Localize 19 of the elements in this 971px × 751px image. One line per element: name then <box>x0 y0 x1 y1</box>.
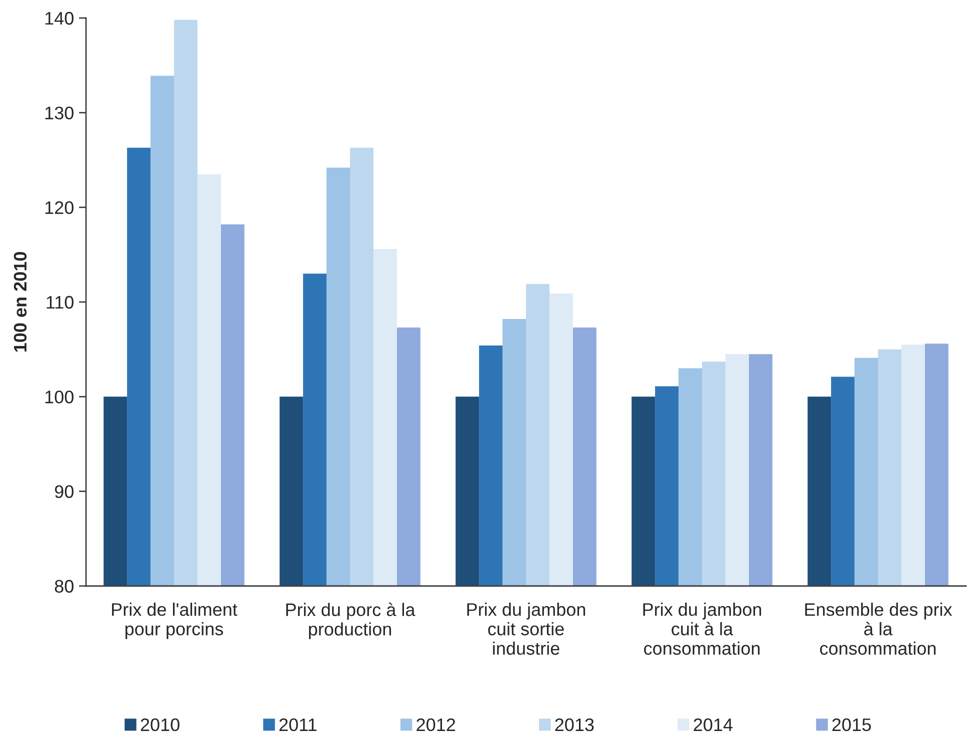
legend-label: 2010 <box>140 718 180 732</box>
y-tick-label: 110 <box>46 296 74 309</box>
legend-label: 2014 <box>694 718 733 732</box>
x-tick-label: Ensemble des prix à la consommation <box>805 602 952 655</box>
legend-label: 2015 <box>832 718 871 732</box>
x-tick-label: Prix du porc à la production <box>286 602 416 640</box>
x-tick-label: Prix du jambon cuit sortie industrie <box>467 602 586 655</box>
y-tick-label: 140 <box>45 12 74 25</box>
y-tick-label: 100 <box>45 390 74 404</box>
x-tick-label: Prix de l'aliment pour porcins <box>112 602 238 639</box>
y-axis-title: 100 en 2010 <box>14 252 27 352</box>
y-tick-label: 90 <box>54 485 74 498</box>
y-tick-label: 120 <box>45 201 74 214</box>
legend-label: 2013 <box>555 718 594 732</box>
y-tick-label: 80 <box>54 580 74 593</box>
legend-label: 2011 <box>279 718 316 732</box>
x-tick-label: Prix du jambon cuit à la consommation <box>643 602 762 655</box>
y-tick-label: 130 <box>45 106 74 120</box>
legend-label: 2012 <box>416 718 456 732</box>
